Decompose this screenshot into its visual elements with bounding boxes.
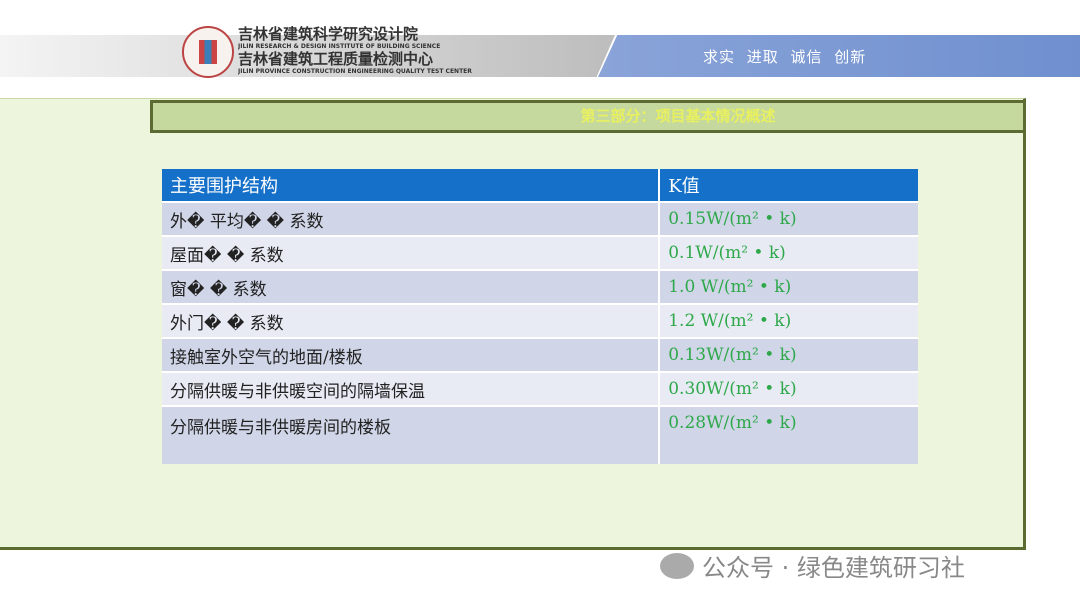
structure-cell: 屋面� � 系数: [162, 235, 660, 270]
table-row: 分隔供暖与非供暖空间的隔墙保温 0.30W/(m² • k): [162, 371, 918, 406]
k-value-cell: 0.28W/(m² • k): [658, 405, 918, 464]
table-row: 分隔供暖与非供暖房间的楼板 0.28W/(m² • k): [162, 405, 918, 464]
table-row: 外门� � 系数 1.2 W/(m² • k): [162, 303, 918, 338]
structure-cell: 窗� � 系数: [162, 269, 660, 304]
structure-cell: 外门� � 系数: [162, 303, 660, 338]
k-value-cell: 0.15W/(m² • k): [658, 201, 918, 236]
table-row: 外� 平均� � 系数 0.15W/(m² • k): [162, 201, 918, 236]
header-gray-band: [0, 35, 615, 77]
watermark: 公众号 · 绿色建筑研习社: [660, 548, 965, 583]
structure-cell: 接触室外空气的地面/楼板: [162, 337, 660, 372]
k-value-cell: 0.30W/(m² • k): [658, 371, 918, 406]
section-title: 第三部分：项目基本情况概述: [150, 100, 1026, 133]
table-header-row: 主要围护结构 K值: [162, 169, 918, 202]
k-value-cell: 1.0 W/(m² • k): [658, 269, 918, 304]
slogan: 求实 进取 诚信 创新: [703, 48, 867, 66]
k-value-cell: 0.1W/(m² • k): [658, 235, 918, 270]
org-name-1: 吉林省建筑科学研究设计院: [238, 26, 419, 42]
org-name-2-en: JILIN PROVINCE CONSTRUCTION ENGINEERING …: [238, 68, 472, 75]
wechat-icon: [660, 552, 694, 579]
k-value-table: 主要围护结构 K值 外� 平均� � 系数 0.15W/(m² • k) 屋面� …: [162, 169, 918, 464]
structure-cell: 分隔供暖与非供暖房间的楼板: [162, 405, 660, 464]
org-name-1-en: JILIN RESEARCH & DESIGN INSTITUTE OF BUI…: [238, 43, 441, 50]
watermark-text: 公众号 · 绿色建筑研习社: [702, 554, 965, 582]
header-structure: 主要围护结构: [162, 169, 660, 202]
table-row: 接触室外空气的地面/楼板 0.13W/(m² • k): [162, 337, 918, 372]
header-blue-band: [598, 35, 1080, 77]
header-k-value: K值: [658, 169, 918, 202]
structure-cell: 分隔供暖与非供暖空间的隔墙保温: [162, 371, 660, 406]
table-row: 窗� � 系数 1.0 W/(m² • k): [162, 269, 918, 304]
k-value-cell: 1.2 W/(m² • k): [658, 303, 918, 338]
structure-cell: 外� 平均� � 系数: [162, 201, 660, 236]
table-row: 屋面� � 系数 0.1W/(m² • k): [162, 235, 918, 270]
k-value-cell: 0.13W/(m² • k): [658, 337, 918, 372]
institute-logo: [182, 26, 234, 78]
org-name-2: 吉林省建筑工程质量检测中心: [238, 51, 434, 67]
